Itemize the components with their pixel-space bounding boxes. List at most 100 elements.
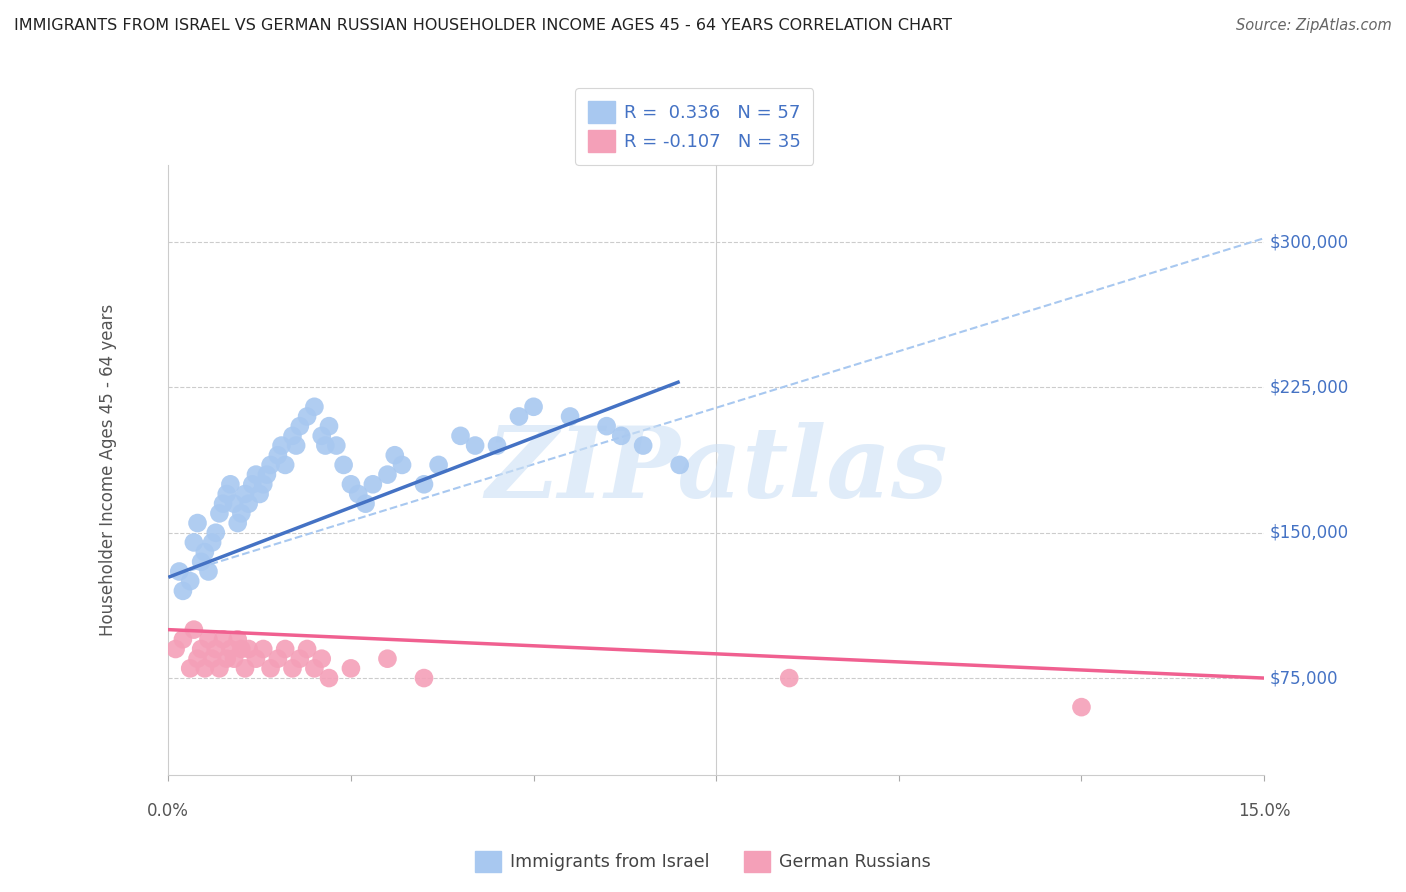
Point (245, 467, 267, 482)
Point (311, 651, 333, 665)
Point (215, 651, 238, 665)
Point (318, 419, 340, 434)
Legend: R =  0.336   N = 57, R = -0.107   N = 35: R = 0.336 N = 57, R = -0.107 N = 35 (575, 88, 814, 165)
Point (222, 651, 245, 665)
Point (190, 555, 212, 569)
Point (245, 651, 267, 665)
Point (226, 516, 249, 530)
Point (595, 419, 617, 434)
Point (427, 458, 450, 472)
Point (233, 487, 256, 501)
Text: Householder Income Ages 45 - 64 years: Householder Income Ages 45 - 64 years (98, 303, 117, 636)
Point (179, 574, 201, 589)
Point (450, 429, 472, 443)
Point (311, 429, 333, 443)
Point (332, 458, 354, 472)
Point (413, 671, 436, 685)
Point (377, 467, 399, 482)
Point (325, 438, 347, 452)
Point (204, 642, 226, 657)
Point (238, 642, 260, 657)
Point (167, 565, 190, 579)
Text: 0.0%: 0.0% (148, 802, 190, 820)
Point (219, 477, 242, 491)
Point (186, 516, 208, 530)
Text: IMMIGRANTS FROM ISRAEL VS GERMAN RUSSIAN HOUSEHOLDER INCOME AGES 45 - 64 YEARS C: IMMIGRANTS FROM ISRAEL VS GERMAN RUSSIAN… (14, 18, 952, 33)
Point (252, 477, 274, 491)
Point (558, 409, 581, 424)
Point (183, 535, 205, 549)
Point (256, 467, 278, 482)
Point (281, 661, 304, 675)
Point (304, 661, 326, 675)
Point (215, 487, 238, 501)
Point (259, 661, 281, 675)
Point (285, 438, 308, 452)
Point (226, 632, 249, 647)
Point (249, 487, 271, 501)
Point (361, 477, 384, 491)
Point (208, 507, 231, 521)
Point (172, 632, 194, 647)
Text: $225,000: $225,000 (1270, 378, 1348, 396)
Point (197, 565, 219, 579)
Point (522, 400, 544, 414)
Point (314, 438, 336, 452)
Point (222, 497, 245, 511)
Point (172, 583, 194, 598)
Point (267, 651, 290, 665)
Point (259, 458, 281, 472)
Text: $300,000: $300,000 (1270, 233, 1348, 251)
Point (201, 651, 224, 665)
Point (194, 545, 217, 559)
Point (183, 623, 205, 637)
Point (190, 642, 212, 657)
Point (204, 525, 226, 540)
Point (288, 651, 311, 665)
Point (212, 497, 235, 511)
Text: Source: ZipAtlas.com: Source: ZipAtlas.com (1236, 18, 1392, 33)
Point (304, 400, 326, 414)
Point (508, 409, 530, 424)
Point (413, 477, 436, 491)
Point (274, 642, 297, 657)
Point (231, 642, 253, 657)
Point (212, 632, 235, 647)
Point (238, 497, 260, 511)
Point (384, 448, 406, 462)
Point (340, 661, 363, 675)
Point (179, 661, 201, 675)
Point (610, 429, 633, 443)
Point (208, 661, 231, 675)
Point (165, 642, 187, 657)
Point (391, 458, 413, 472)
Point (194, 661, 217, 675)
Point (267, 448, 290, 462)
Point (347, 487, 370, 501)
Point (486, 438, 509, 452)
Point (318, 671, 340, 685)
Point (281, 429, 304, 443)
Point (274, 458, 297, 472)
Point (631, 438, 654, 452)
Point (354, 497, 377, 511)
Text: ZIPatlas: ZIPatlas (485, 422, 948, 518)
Point (186, 651, 208, 665)
Point (233, 661, 256, 675)
Point (1070, 700, 1092, 714)
Point (668, 458, 690, 472)
Point (464, 438, 486, 452)
Text: $75,000: $75,000 (1270, 669, 1339, 687)
Point (201, 535, 224, 549)
Point (240, 477, 263, 491)
Point (377, 651, 399, 665)
Text: 15.0%: 15.0% (1237, 802, 1291, 820)
Point (252, 642, 274, 657)
Point (197, 632, 219, 647)
Point (295, 409, 318, 424)
Point (288, 419, 311, 434)
Point (219, 642, 242, 657)
Legend: Immigrants from Israel, German Russians: Immigrants from Israel, German Russians (468, 844, 938, 879)
Point (270, 438, 292, 452)
Point (231, 507, 253, 521)
